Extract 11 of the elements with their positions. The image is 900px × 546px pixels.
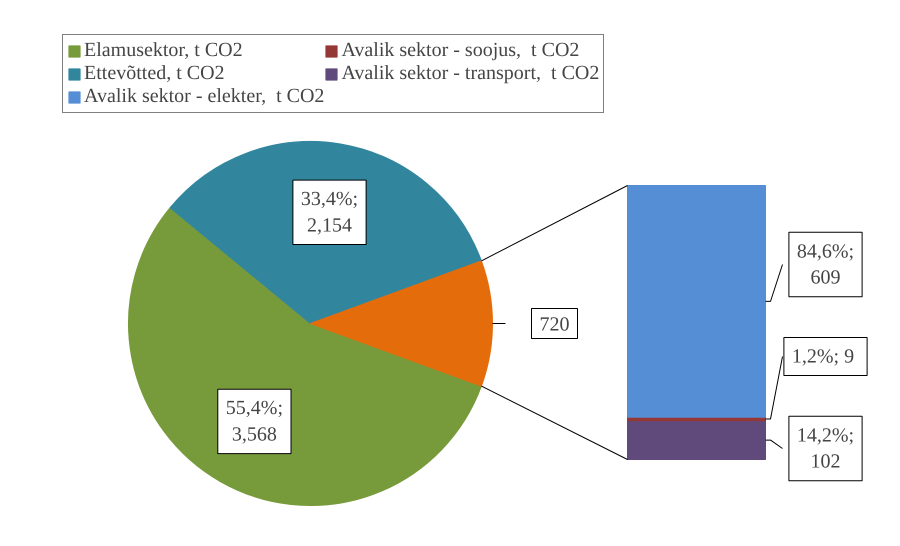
legend-label: Avalik sektor - soojus, t CO2 [341, 39, 580, 62]
data-label: 84,6%; 609 [796, 240, 854, 289]
data-label: 14,2%; 102 [796, 424, 854, 473]
data-label: 55,4%; 3,568 [226, 397, 284, 446]
data-label: 720 [540, 314, 570, 336]
data-label: 1,2%; 9 [792, 346, 854, 368]
data-label: 33,4%; 2,154 [300, 188, 358, 236]
legend-label: Ettevõtted, t CO2 [84, 62, 225, 85]
legend-label: Avalik sektor - elekter, t CO2 [84, 85, 324, 108]
legend-label: Elamusektor, t CO2 [84, 39, 243, 62]
legend-label: Avalik sektor - transport, t CO2 [341, 62, 600, 85]
